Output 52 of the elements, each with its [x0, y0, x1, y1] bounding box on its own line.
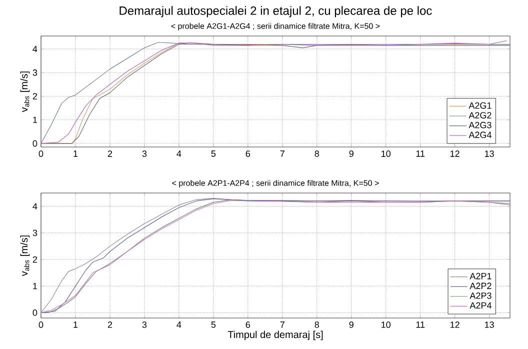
legend-label: A2P2 [470, 282, 492, 289]
y-tick-label: 2 [32, 93, 38, 100]
y-tick-label: 4 [32, 46, 38, 52]
x-tick-label: 9 [349, 150, 354, 157]
y-tick-label: 3 [32, 230, 38, 236]
x-tick-label: 8 [314, 322, 319, 328]
x-tick-label: 0 [38, 150, 44, 157]
x-tick-label: 12 [450, 150, 460, 157]
x-tick-label: 1 [74, 150, 78, 157]
legend-label: A2G1 [468, 102, 492, 109]
x-tick-label: 4 [176, 150, 182, 157]
x-tick-label: 11 [416, 322, 425, 328]
legend-label: A2G2 [468, 112, 492, 118]
x-tick-label: 4 [176, 322, 182, 328]
y-tick-label: 0 [32, 140, 38, 147]
x-tick-label: 8 [314, 150, 319, 157]
legend-label: A2G3 [468, 122, 492, 128]
legend-label: A2G4 [468, 132, 492, 138]
x-tick-label: 3 [142, 322, 147, 328]
chart-subtitle: < probele A2G1-A2G4 ; serii dinamice filtrate Mitra, K=50 > [171, 23, 380, 30]
x-tick-label: 13 [484, 150, 494, 157]
x-tick-label: 7 [280, 150, 284, 157]
x-tick-label: 5 [211, 150, 216, 157]
x-tick-label: 12 [450, 322, 460, 328]
legend-label: A2P4 [470, 302, 492, 309]
y-tick-label: 0 [32, 309, 38, 316]
x-tick-label: 3 [142, 150, 147, 157]
x-tick-label: 13 [484, 322, 494, 328]
x-tick-label: 11 [416, 150, 425, 157]
y-tick-label: 4 [32, 203, 38, 210]
y-tick-label: 1 [33, 282, 38, 290]
x-tick-label: 2 [108, 150, 112, 157]
x-tick-label: 6 [246, 322, 250, 328]
x-tick-label: 2 [108, 322, 112, 328]
legend-label: A2P1 [470, 272, 492, 280]
y-axis-title: v$_{abs}$ [m/s] [20, 236, 30, 276]
chart-title: Demarajul autospecialei 2 in etajul 2, cu plecarea de pe loc [120, 6, 432, 18]
y-axis-title: v$_{abs}$ [m/s] [20, 72, 30, 112]
y-tick-label: 3 [32, 69, 38, 76]
x-tick-label: 7 [280, 322, 284, 328]
x-tick-label: 9 [349, 322, 354, 328]
x-tick-label: 5 [211, 322, 216, 328]
legend-label: A2P3 [470, 292, 492, 299]
chart-subtitle: < probele A2P1-A2P4 ; serii dinamice filtrate Mitra, K=50 > [172, 180, 379, 188]
x-tick-label: 0 [38, 322, 44, 328]
x-tick-label: 1 [74, 322, 78, 328]
y-tick-label: 1 [33, 116, 38, 123]
y-tick-label: 2 [32, 256, 38, 263]
x-tick-label: 10 [382, 150, 391, 157]
x-axis-title: Timpul de demaraj [s] [228, 330, 323, 340]
x-tick-label: 10 [382, 322, 391, 328]
x-tick-label: 6 [246, 150, 250, 157]
